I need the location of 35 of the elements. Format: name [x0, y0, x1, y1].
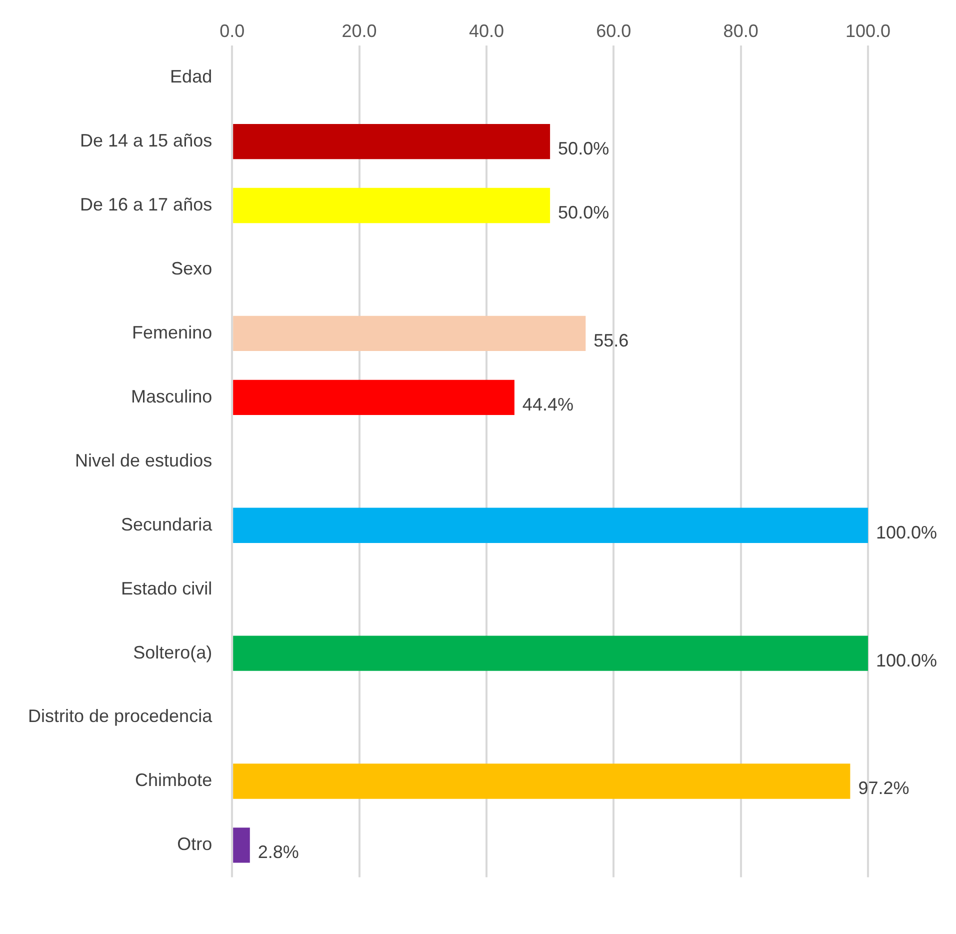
bar	[233, 764, 850, 799]
data-label: 97.2%	[858, 778, 910, 798]
y-tick-label: Nivel de estudios	[75, 450, 212, 470]
y-tick-label: De 14 a 15 años	[80, 130, 212, 151]
x-tick-label: 40.0	[468, 20, 504, 41]
x-tick-label: 20.0	[342, 20, 377, 41]
y-tick-label: Secundaria	[121, 514, 214, 534]
y-tick-label: Femenino	[132, 322, 212, 342]
y-tick-label: De 16 a 17 años	[80, 194, 212, 214]
data-label: 2.8%	[258, 842, 299, 862]
data-label: 100.0%	[876, 650, 938, 670]
bar	[233, 508, 868, 543]
y-tick-label: Edad	[170, 66, 212, 87]
bar	[233, 636, 868, 671]
y-tick-label: Sexo	[171, 258, 212, 278]
bar	[233, 188, 550, 224]
x-tick-label: 60.0	[596, 20, 632, 41]
data-label: 50.0%	[558, 138, 610, 159]
bar	[233, 380, 514, 416]
data-label: 100.0%	[876, 522, 938, 542]
y-tick-label: Estado civil	[121, 578, 212, 598]
data-label: 55.6	[594, 330, 629, 350]
bar	[233, 124, 550, 160]
data-label: 50.0%	[558, 202, 610, 222]
bar	[233, 828, 250, 863]
x-tick-label: 100.0	[845, 20, 891, 41]
data-label: 44.4%	[522, 394, 574, 414]
y-tick-label: Otro	[177, 834, 212, 854]
x-tick-label: 0.0	[220, 20, 245, 41]
y-tick-label: Masculino	[131, 386, 212, 406]
x-tick-label: 80.0	[723, 20, 758, 41]
bar	[233, 316, 586, 352]
y-tick-label: Distrito de procedencia	[28, 706, 214, 726]
y-tick-label: Soltero(a)	[133, 642, 212, 662]
y-tick-label: Chimbote	[135, 770, 212, 790]
